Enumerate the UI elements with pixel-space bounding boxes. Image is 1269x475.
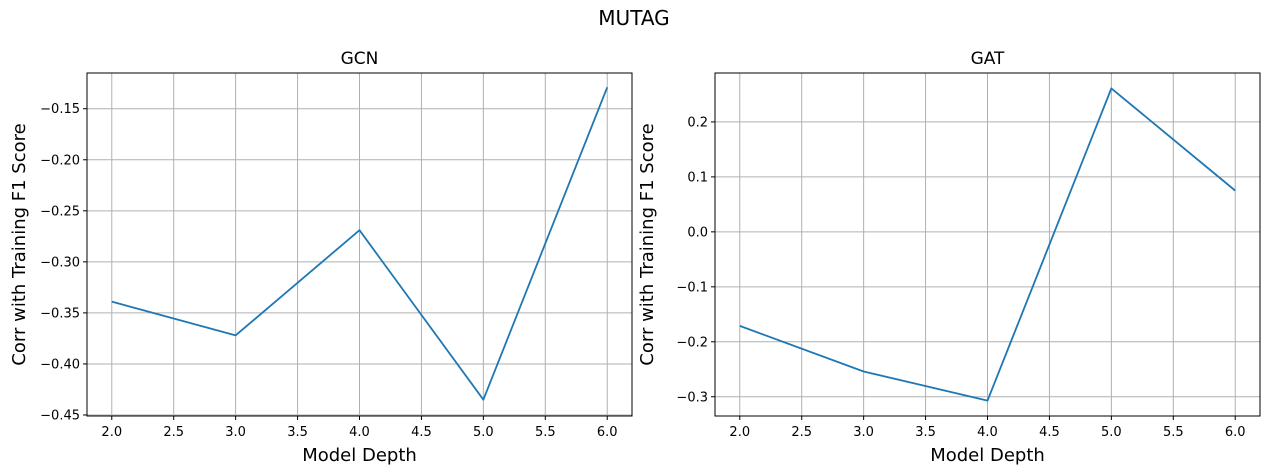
y-tick-label: −0.45	[40, 408, 80, 423]
x-tick-label: 2.0	[101, 425, 122, 440]
x-axis-label: Model Depth	[930, 445, 1045, 466]
x-tick-label: 3.0	[853, 425, 874, 440]
y-tick-label: −0.15	[40, 102, 80, 117]
x-tick-label: 6.0	[1225, 425, 1246, 440]
x-tick-label: 5.0	[473, 425, 494, 440]
y-tick-label: −0.40	[40, 357, 80, 372]
x-tick-label: 2.5	[791, 425, 812, 440]
x-tick-label: 4.0	[977, 425, 998, 440]
x-tick-label: 6.0	[597, 425, 618, 440]
y-tick-label: −0.30	[40, 255, 80, 270]
x-tick-label: 2.5	[163, 425, 184, 440]
x-tick-label: 4.5	[1039, 425, 1060, 440]
x-tick-label: 5.0	[1101, 425, 1122, 440]
x-tick-label: 4.0	[349, 425, 370, 440]
series-line	[111, 86, 609, 401]
panel-title: GCN	[341, 49, 379, 69]
x-tick-label: 3.5	[287, 425, 308, 440]
series-line	[739, 87, 1236, 402]
x-tick-label: 3.0	[225, 425, 246, 440]
y-tick-label: 0.2	[687, 115, 708, 130]
y-tick-label: −0.2	[676, 335, 708, 350]
x-tick-label: 4.5	[411, 425, 432, 440]
x-tick-label: 3.5	[915, 425, 936, 440]
y-tick-label: −0.1	[676, 280, 708, 295]
panel-gcn: 2.0 2.5 3.0 3.5 4.0 4.5 5.0 5.5 6.0 −0.45 −0.40 −0.…	[9, 49, 633, 466]
x-tick-label: 5.5	[1163, 425, 1184, 440]
x-axis-label: Model Depth	[302, 445, 417, 466]
y-tick-label: −0.20	[40, 153, 80, 168]
x-tick-label: 5.5	[535, 425, 556, 440]
y-tick-label: −0.25	[40, 204, 80, 219]
y-tick-label: −0.35	[40, 306, 80, 321]
y-tick-label: −0.3	[676, 390, 708, 405]
y-tick-label: 0.0	[687, 225, 708, 240]
panel-gat: 2.0 2.5 3.0 3.5 4.0 4.5 5.0 5.5 6.0 −0.3 −0.2 −0.1 0…	[637, 49, 1261, 466]
y-axis-label: Corr with Training F1 Score	[637, 123, 658, 365]
figure-title: MUTAG	[598, 6, 669, 30]
x-tick-label: 2.0	[729, 425, 750, 440]
y-tick-label: 0.1	[687, 170, 708, 185]
y-axis-label: Corr with Training F1 Score	[9, 123, 30, 365]
panel-title: GAT	[971, 49, 1005, 69]
